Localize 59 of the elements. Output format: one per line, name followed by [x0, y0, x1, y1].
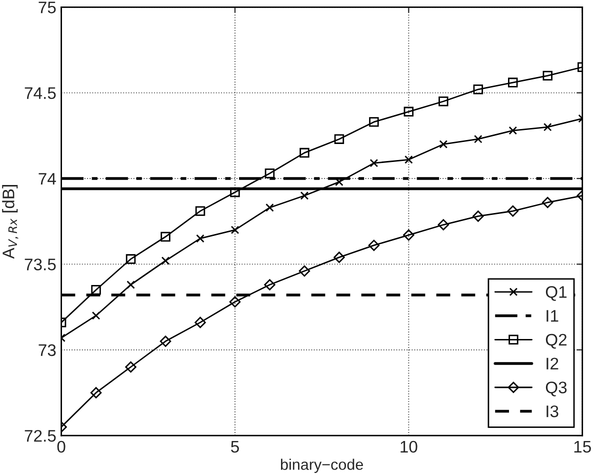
y-tick-label: 73 — [38, 344, 56, 356]
point — [298, 265, 310, 277]
x-tick-label: 5 — [231, 441, 239, 453]
point — [542, 70, 552, 81]
y-tick-label: 74.5 — [24, 87, 56, 100]
point — [92, 311, 100, 320]
point — [369, 117, 379, 127]
point — [404, 155, 413, 164]
y-tick-label: 74 — [38, 173, 56, 185]
point — [543, 122, 552, 132]
point — [473, 84, 483, 94]
legend-label: Q2 — [546, 334, 567, 349]
legend-label: I1 — [546, 310, 558, 322]
point — [230, 226, 240, 234]
point — [196, 234, 204, 243]
x-tick-label: 10 — [400, 440, 418, 453]
point — [91, 285, 101, 295]
point — [334, 252, 345, 263]
x-tick-label: 15 — [574, 441, 591, 453]
point — [229, 296, 241, 308]
point — [160, 232, 170, 242]
point — [126, 280, 135, 289]
point — [439, 140, 448, 148]
point — [160, 336, 172, 347]
point — [125, 361, 136, 373]
point — [264, 168, 275, 178]
legend-label: I2 — [546, 358, 558, 370]
point — [438, 96, 448, 106]
point — [438, 219, 450, 230]
point — [300, 191, 309, 200]
x-axis-title: binary−code — [280, 458, 363, 473]
x-tick-label: 0 — [57, 440, 66, 453]
point — [404, 106, 414, 117]
point — [264, 279, 276, 290]
point — [370, 158, 378, 168]
point — [403, 229, 414, 241]
point — [266, 203, 274, 212]
legend-label: Q1 — [546, 286, 567, 301]
legend-label: I3 — [546, 405, 558, 418]
point — [507, 205, 518, 217]
point — [126, 254, 136, 264]
point — [194, 316, 206, 328]
legend-label: Q3 — [546, 382, 567, 396]
point — [508, 126, 518, 135]
point — [90, 387, 102, 398]
point — [300, 148, 310, 158]
y-tick-label: 75 — [38, 2, 56, 14]
point — [334, 134, 344, 144]
point — [195, 206, 206, 216]
point — [474, 134, 482, 144]
point — [542, 196, 554, 208]
y-tick-label: 73.5 — [24, 258, 56, 270]
point — [161, 256, 170, 265]
y-tick-label: 72.5 — [24, 430, 56, 442]
point — [508, 78, 518, 88]
point — [368, 240, 380, 251]
point — [230, 187, 240, 198]
point — [472, 210, 484, 222]
y-axis-title: A$_{V,Rx}$ [dB] — [2, 185, 18, 259]
